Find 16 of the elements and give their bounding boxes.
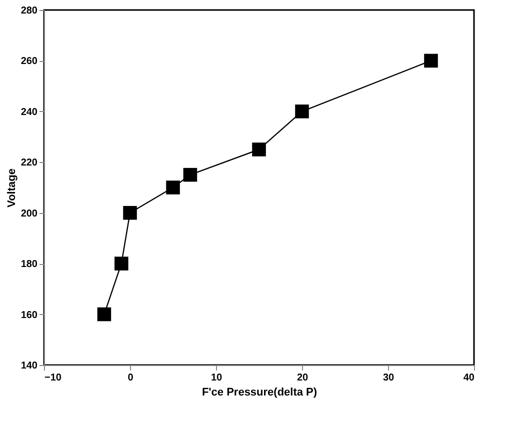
x-tick-label: 20: [296, 372, 308, 384]
y-tick-label: 260: [20, 56, 38, 68]
x-tick-label: 10: [210, 372, 222, 384]
y-tick-label: 280: [20, 6, 38, 16]
x-tick-label: 0: [128, 372, 134, 384]
y-tick-label: 160: [20, 310, 38, 321]
x-axis-title: F'ce Pressure(delta P): [202, 386, 318, 398]
y-tick-label: 200: [20, 208, 38, 220]
y-tick-label: 240: [20, 106, 38, 118]
x-tick-label: 30: [382, 372, 394, 384]
x-tick-label: 40: [463, 372, 475, 384]
y-tick-label: 220: [20, 158, 38, 169]
y-axis-title: Voltage: [6, 168, 18, 208]
x-tick-label: −10: [44, 372, 62, 384]
y-tick-label: 180: [20, 259, 38, 270]
y-tick-label: 140: [20, 360, 38, 372]
